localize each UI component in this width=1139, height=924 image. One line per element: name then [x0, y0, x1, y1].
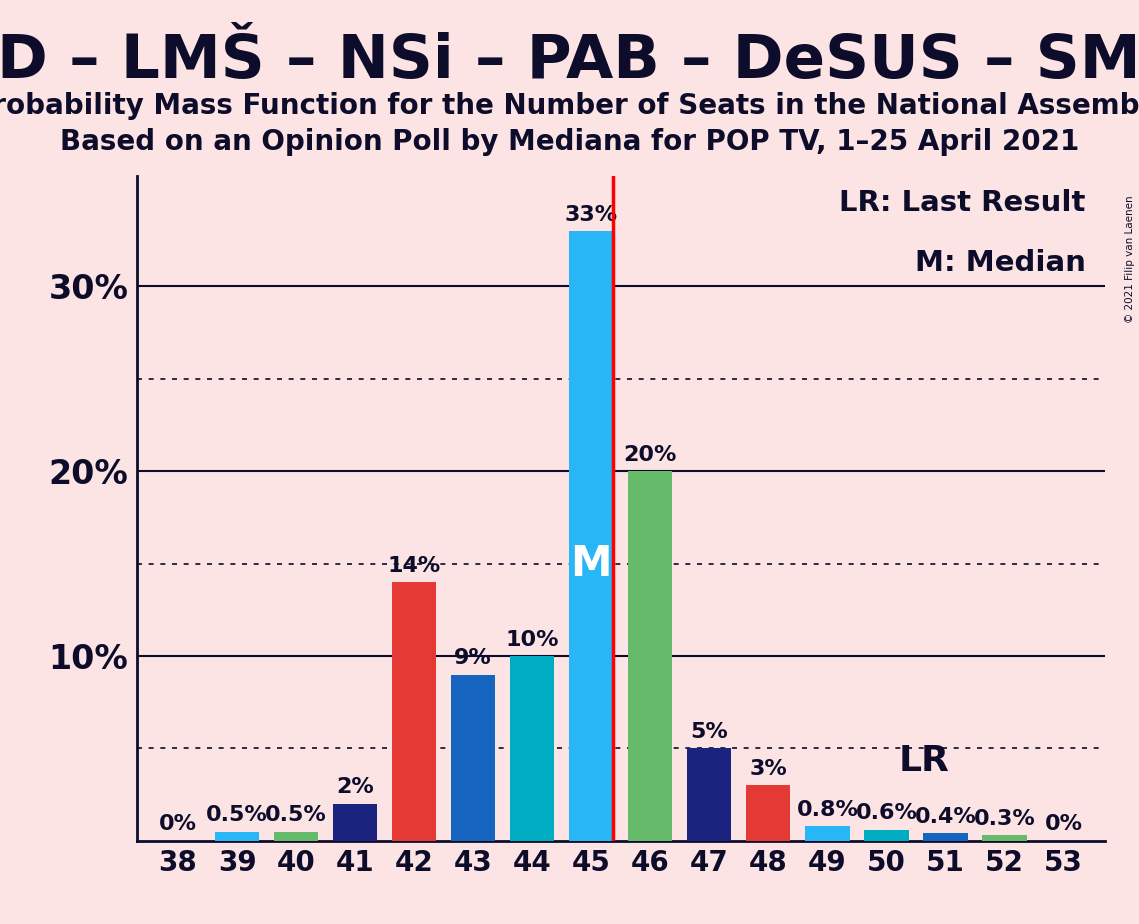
Text: 0%: 0% [1044, 814, 1082, 834]
Text: 0.5%: 0.5% [206, 805, 268, 825]
Bar [687, 748, 731, 841]
Text: 9%: 9% [454, 648, 492, 668]
Text: 14%: 14% [387, 555, 441, 576]
Text: 0.5%: 0.5% [265, 805, 327, 825]
Bar [805, 826, 850, 841]
Text: M: Median: M: Median [915, 249, 1085, 277]
Bar [392, 582, 436, 841]
Bar [746, 785, 790, 841]
Text: 3%: 3% [749, 759, 787, 779]
Bar [628, 471, 672, 841]
Text: LR: Last Result: LR: Last Result [839, 188, 1085, 217]
Bar [570, 231, 614, 841]
Text: 0.8%: 0.8% [796, 799, 859, 820]
Bar [215, 832, 260, 841]
Text: 0%: 0% [159, 814, 197, 834]
Text: Based on an Opinion Poll by Mediana for POP TV, 1–25 April 2021: Based on an Opinion Poll by Mediana for … [60, 128, 1079, 155]
Text: 2%: 2% [336, 777, 374, 797]
Bar [924, 833, 967, 841]
Text: 20%: 20% [623, 444, 677, 465]
Text: 5%: 5% [690, 722, 728, 742]
Bar [982, 835, 1026, 841]
Bar [510, 656, 555, 841]
Text: SD – LMŠ – NSi – PAB – DeSUS – SMC: SD – LMŠ – NSi – PAB – DeSUS – SMC [0, 32, 1139, 91]
Text: 33%: 33% [565, 204, 617, 225]
Bar [333, 804, 377, 841]
Bar [865, 830, 909, 841]
Text: LR: LR [899, 745, 949, 778]
Text: Probability Mass Function for the Number of Seats in the National Assembly: Probability Mass Function for the Number… [0, 92, 1139, 120]
Text: M: M [571, 542, 612, 585]
Text: 10%: 10% [506, 629, 559, 650]
Text: 0.6%: 0.6% [855, 803, 917, 823]
Text: 0.3%: 0.3% [974, 808, 1035, 829]
Bar [274, 832, 318, 841]
Text: © 2021 Filip van Laenen: © 2021 Filip van Laenen [1125, 195, 1134, 322]
Bar [451, 675, 495, 841]
Text: 0.4%: 0.4% [915, 807, 976, 827]
